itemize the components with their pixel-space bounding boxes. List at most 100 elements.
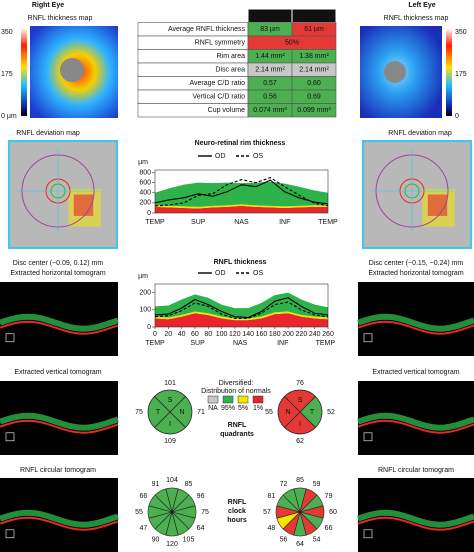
eye-label: Right Eye xyxy=(32,2,64,9)
colorbar-label: 350 xyxy=(455,29,467,36)
cell-value: 61 µm xyxy=(304,26,324,33)
clock-sector xyxy=(282,488,301,514)
quadrant-sector xyxy=(283,389,317,413)
retina-layer xyxy=(357,516,474,531)
x-tick-label: 20 xyxy=(164,331,172,338)
clock-value: 59 xyxy=(313,481,321,488)
clock-value: 96 xyxy=(197,493,205,500)
disc-center: Disc center (−0.09, 0.12) mm xyxy=(13,260,104,267)
quadrant-value: 62 xyxy=(296,438,304,445)
quadrant-letter: I xyxy=(299,421,301,428)
cell-value: 50% xyxy=(285,40,299,47)
y-tick-label: 0 xyxy=(147,210,151,217)
clock-label: clock xyxy=(228,508,246,515)
panel-title: Extracted horizontal tomogram xyxy=(368,270,463,277)
region-label: INF xyxy=(277,340,288,347)
plot-frame xyxy=(154,169,329,214)
x-tick-label: 120 xyxy=(229,331,241,338)
retina-layer xyxy=(0,320,119,335)
retina-layer xyxy=(357,320,474,335)
cell-value: 0.074 mm³ xyxy=(253,107,287,114)
legend-swatch xyxy=(237,395,249,404)
normal-band xyxy=(155,311,328,321)
y-tick-label: 600 xyxy=(139,179,151,186)
colorbar-label: 350 xyxy=(1,29,13,36)
normal-band xyxy=(155,205,328,213)
quadrant-value: 71 xyxy=(197,409,205,416)
clock-value: 85 xyxy=(185,481,193,488)
marker-box xyxy=(5,529,15,539)
quadrant-sector xyxy=(299,395,323,429)
clock-value: 57 xyxy=(263,509,271,516)
chart-title: RNFL thickness xyxy=(214,259,267,266)
deviation-map xyxy=(362,140,472,249)
value-cell xyxy=(291,103,337,118)
quadrant-sector xyxy=(283,411,317,435)
panel-title: RNFL thickness map xyxy=(28,15,93,22)
cell-value: 0.69 xyxy=(307,94,321,101)
clock-value: 64 xyxy=(296,541,304,548)
y-tick-label: 0 xyxy=(147,324,151,331)
panel-title: Extracted horizontal tomogram xyxy=(10,270,105,277)
row-label: Cup volume xyxy=(208,107,245,114)
x-tick-label: TEMP xyxy=(318,219,338,226)
cell-value: 1.38 mm² xyxy=(299,53,329,60)
chart-title: Neuro-retinal rim thickness xyxy=(195,140,286,147)
row-label: Average RNFL thickness xyxy=(168,26,246,33)
panel-title: RNFL deviation map xyxy=(388,130,452,137)
quadrant-value: 55 xyxy=(265,409,273,416)
quadrant-sector xyxy=(277,395,301,429)
retina-layer xyxy=(357,419,474,434)
legend-label: OS xyxy=(253,270,263,277)
legend-label: 5% xyxy=(238,405,248,412)
clock-value: 81 xyxy=(268,493,276,500)
region-label: TEMP xyxy=(316,340,336,347)
legend-label: OS xyxy=(253,153,263,160)
x-tick-label: 140 xyxy=(242,331,254,338)
x-tick-label: 160 xyxy=(256,331,268,338)
optic-disc xyxy=(384,61,406,83)
marker-box xyxy=(363,333,373,343)
quadrant-value: 101 xyxy=(164,380,176,387)
clock-value: 91 xyxy=(152,481,160,488)
legend-swatch xyxy=(222,395,234,404)
plot-frame xyxy=(154,283,329,328)
quadrant-letter: S xyxy=(168,397,173,404)
series-line xyxy=(154,179,329,205)
retina-layer xyxy=(357,509,474,528)
colorbar-label: 0 µm xyxy=(1,113,17,120)
legend-label: 95% xyxy=(221,405,235,412)
x-tick-label: 240 xyxy=(309,331,321,338)
legend-label: OD xyxy=(215,153,226,160)
column-header: OS xyxy=(309,13,319,20)
clock-value: 120 xyxy=(166,541,178,548)
retina-layer xyxy=(0,509,119,528)
panel-title: RNFL circular tomogram xyxy=(378,467,454,474)
clock-value: 90 xyxy=(152,537,160,544)
normal-band xyxy=(155,181,328,207)
series-line xyxy=(154,297,329,319)
clock-value: 56 xyxy=(280,537,288,544)
deviation-overlay xyxy=(427,194,448,216)
x-tick-label: TEMP xyxy=(145,219,165,226)
cell-value: 0.60 xyxy=(307,80,321,87)
retina-layer xyxy=(0,516,119,531)
normal-band xyxy=(155,204,328,209)
cell-value: 2.14 mm² xyxy=(299,67,329,74)
eye-label: Left Eye xyxy=(408,2,435,9)
quadrant-value: 76 xyxy=(296,380,304,387)
y-tick-label: 200 xyxy=(139,200,151,207)
retina-layer xyxy=(0,412,119,431)
colorbar xyxy=(446,28,452,116)
x-tick-label: NAS xyxy=(234,219,249,226)
optic-disc xyxy=(60,58,84,82)
clock-value: 105 xyxy=(183,537,195,544)
row-label: Disc area xyxy=(215,67,245,74)
retina-layer xyxy=(0,419,119,434)
clock-value: 75 xyxy=(201,509,209,516)
quadrant-sector xyxy=(153,411,187,435)
retina-layer xyxy=(357,412,474,431)
y-tick-label: 200 xyxy=(139,289,151,296)
deviation-overlay xyxy=(73,194,94,216)
clock-value: 72 xyxy=(280,481,288,488)
